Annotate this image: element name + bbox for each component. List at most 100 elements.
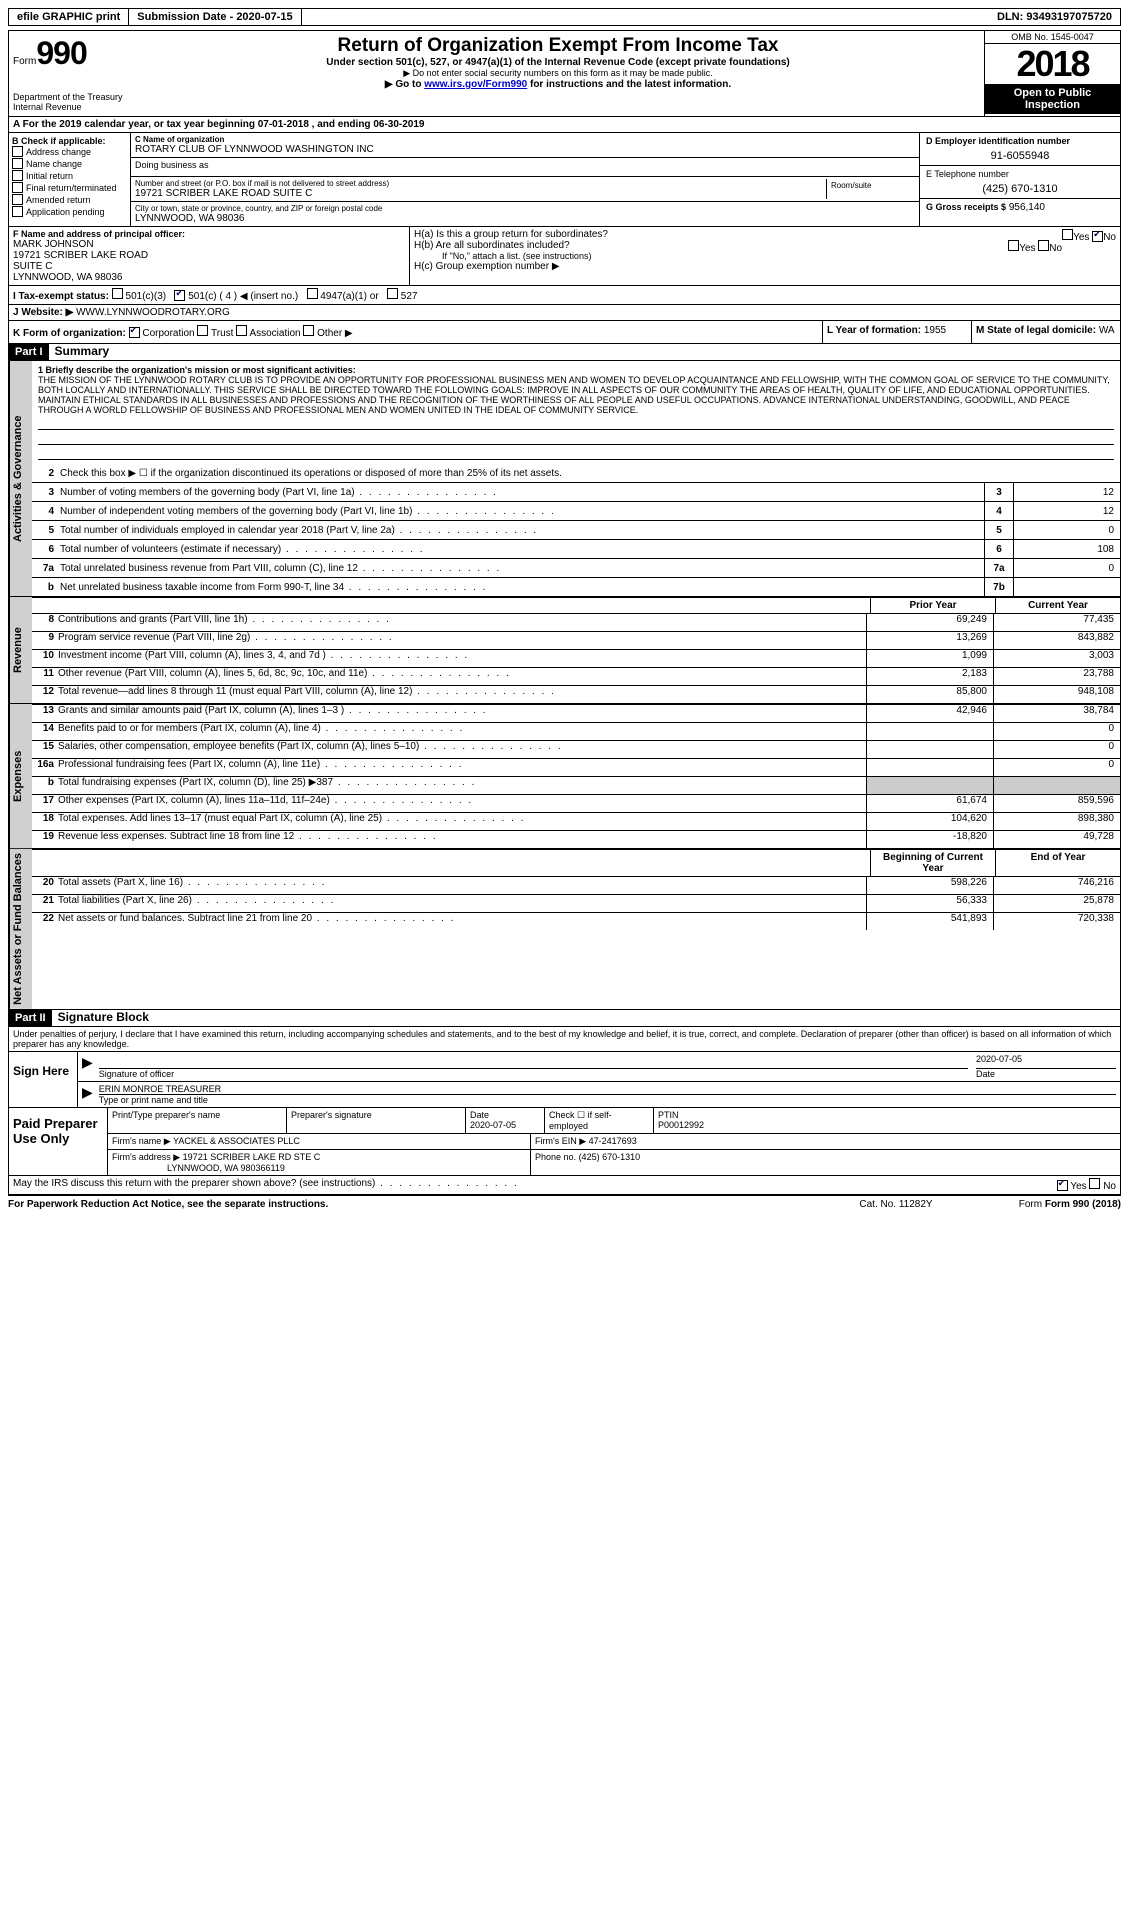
part1-sub: Summary [49, 343, 1120, 360]
row-label: Other revenue (Part VIII, column (A), li… [58, 668, 866, 685]
gov-label: Number of independent voting members of … [58, 506, 984, 517]
form-990: Form 990 Department of the Treasury Inte… [8, 30, 1121, 1195]
ptin-label: PTIN [658, 1110, 679, 1120]
part2-sub: Signature Block [52, 1009, 1120, 1026]
col-c: C Name of organization ROTARY CLUB OF LY… [130, 133, 919, 226]
room-label: Room/suite [831, 181, 911, 190]
gov-label: Net unrelated business taxable income fr… [58, 582, 984, 593]
chk-address[interactable] [12, 146, 23, 157]
addr1: 19721 SCRIBER LAKE RD STE C [183, 1152, 321, 1162]
chk-527[interactable] [387, 288, 398, 299]
i-527: 527 [401, 291, 418, 302]
mission-block: 1 Briefly describe the organization's mi… [32, 361, 1120, 464]
row-v2: 38,784 [993, 705, 1120, 722]
mission-label: 1 Briefly describe the organization's mi… [38, 365, 1114, 375]
row-i: I Tax-exempt status: 501(c)(3) 501(c) ( … [9, 285, 1120, 304]
m-val: WA [1099, 325, 1115, 336]
row-v2 [993, 777, 1120, 794]
check-self: Check ☐ if self-employed [545, 1108, 654, 1133]
row-label: Net assets or fund balances. Subtract li… [58, 913, 866, 930]
row-k: K Form of organization: Corporation Trus… [9, 321, 822, 343]
dba-label: Doing business as [135, 160, 915, 170]
f-block: F Name and address of principal officer:… [9, 227, 409, 285]
street: 19721 SCRIBER LAKE ROAD SUITE C [135, 188, 826, 199]
row-v2: 49,728 [993, 831, 1120, 848]
row-v2: 77,435 [993, 614, 1120, 631]
gov-box: 4 [984, 502, 1013, 520]
l-label: L Year of formation: [827, 325, 924, 336]
m-label: M State of legal domicile: [976, 325, 1099, 336]
firm-label: Firm's name ▶ [112, 1136, 171, 1146]
data-row: 21 Total liabilities (Part X, line 26) 5… [32, 894, 1120, 912]
hb-yes-chk[interactable] [1008, 240, 1019, 251]
k-other: Other ▶ [317, 328, 352, 339]
footer-left: For Paperwork Reduction Act Notice, see … [8, 1199, 821, 1210]
chk-amended[interactable] [12, 194, 23, 205]
data-row: 13 Grants and similar amounts paid (Part… [32, 704, 1120, 722]
opt-address: Address change [26, 147, 91, 157]
chk-assoc[interactable] [236, 325, 247, 336]
gross: 956,140 [1009, 202, 1045, 213]
efile-print[interactable]: efile GRAPHIC print [9, 9, 129, 25]
header-sub: Under section 501(c), 527, or 4947(a)(1)… [136, 57, 980, 68]
chk-501c[interactable] [174, 290, 185, 301]
chk-other[interactable] [303, 325, 314, 336]
ha-yes-chk[interactable] [1062, 229, 1073, 240]
row-v2: 0 [993, 741, 1120, 758]
data-row: 10 Investment income (Part VIII, column … [32, 649, 1120, 667]
data-row: 9 Program service revenue (Part VIII, li… [32, 631, 1120, 649]
k-assoc: Association [249, 328, 300, 339]
ha-no-chk[interactable] [1092, 231, 1103, 242]
addr-label: Firm's address ▶ [112, 1152, 180, 1162]
footer: For Paperwork Reduction Act Notice, see … [8, 1195, 1121, 1210]
goto-pre: ▶ Go to [385, 79, 424, 90]
ha-yes: Yes [1073, 232, 1089, 243]
vtab-expenses: Expenses [9, 704, 32, 848]
a-row: A For the 2019 calendar year, or tax yea… [9, 116, 1120, 132]
f-city: LYNNWOOD, WA 98036 [13, 272, 405, 283]
goto-link[interactable]: www.irs.gov/Form990 [424, 79, 527, 90]
chk-name[interactable] [12, 158, 23, 169]
l-val: 1955 [924, 325, 946, 336]
part1-title: Part I [15, 346, 43, 358]
fein: 47-2417693 [589, 1136, 637, 1146]
data-row: 15 Salaries, other compensation, employe… [32, 740, 1120, 758]
chk-501c3[interactable] [112, 288, 123, 299]
data-row: b Total fundraising expenses (Part IX, c… [32, 776, 1120, 794]
row-v1 [866, 741, 993, 758]
chk-4947[interactable] [307, 288, 318, 299]
type-label: Type or print name and title [99, 1095, 1116, 1105]
pdate-label: Date [470, 1110, 489, 1120]
row-v1 [866, 777, 993, 794]
chk-trust[interactable] [197, 325, 208, 336]
ein: 91-6055948 [926, 146, 1114, 162]
ha-no: No [1103, 232, 1116, 243]
preparer-title: Paid Preparer Use Only [9, 1108, 107, 1175]
i-501c3: 501(c)(3) [126, 291, 167, 302]
footer-right: Form Form 990 (2018) [971, 1199, 1121, 1210]
discuss-yes-chk[interactable] [1057, 1180, 1068, 1191]
row-label: Total expenses. Add lines 13–17 (must eq… [58, 813, 866, 830]
row-label: Total assets (Part X, line 16) [58, 877, 866, 894]
gov-val: 12 [1013, 483, 1120, 501]
row-v2: 0 [993, 723, 1120, 740]
city: LYNNWOOD, WA 98036 [135, 213, 915, 224]
chk-pending[interactable] [12, 206, 23, 217]
submission-date: Submission Date - 2020-07-15 [129, 9, 301, 25]
fein-label: Firm's EIN ▶ [535, 1136, 586, 1146]
chk-initial[interactable] [12, 170, 23, 181]
revenue-section: Revenue Prior Year Current Year 8 Contri… [9, 596, 1120, 703]
row-v2: 859,596 [993, 795, 1120, 812]
row-fh: F Name and address of principal officer:… [9, 226, 1120, 285]
gov-row: 5 Total number of individuals employed i… [32, 520, 1120, 539]
chk-corp[interactable] [129, 327, 140, 338]
col-d: D Employer identification number 91-6055… [919, 133, 1120, 226]
ha-label: H(a) Is this a group return for subordin… [414, 229, 608, 240]
hc-label: H(c) Group exemption number ▶ [414, 261, 1116, 272]
hb-no-chk[interactable] [1038, 240, 1049, 251]
discuss-no-chk[interactable] [1089, 1178, 1100, 1189]
row-v1: 541,893 [866, 913, 993, 930]
chk-final[interactable] [12, 182, 23, 193]
data-row: 14 Benefits paid to or for members (Part… [32, 722, 1120, 740]
row-v1: 2,183 [866, 668, 993, 685]
